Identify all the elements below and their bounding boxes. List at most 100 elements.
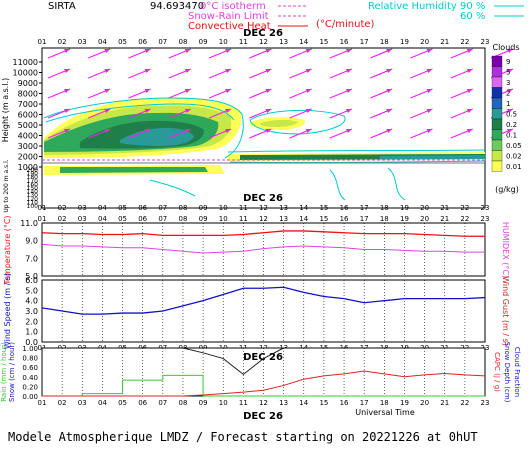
- wind-arrow-head: [104, 69, 111, 73]
- cloud-ytick-lower: 110: [27, 199, 39, 206]
- wind-arrow-head: [225, 69, 232, 73]
- cloud-region-7: [260, 119, 298, 127]
- temp-hour-15: 15: [319, 215, 328, 223]
- temp-hour-22: 22: [460, 215, 469, 223]
- precip-hour-10: 10: [219, 399, 228, 407]
- precip-hour-22: 22: [460, 399, 469, 407]
- cloud-legend-value: 1: [506, 100, 510, 108]
- precip-ytick: 0.00: [22, 393, 38, 401]
- precip-hour-16: 16: [340, 399, 349, 407]
- cloud-bottom-hour-02: 02: [58, 204, 67, 212]
- wind-arrow-head: [184, 109, 191, 113]
- temp-hour-01: 01: [38, 215, 47, 223]
- temp-hour-21: 21: [440, 215, 449, 223]
- cloud-bottom-hour-17: 17: [360, 204, 369, 212]
- cloud-bottom-hour-06: 06: [138, 204, 147, 212]
- wind-arrow-head: [144, 69, 151, 73]
- precip-ytick: 0.40: [22, 374, 38, 382]
- wind-arrow-head: [386, 69, 393, 73]
- snow-rain-legend-label: Snow-Rain Limit: [188, 11, 269, 22]
- wind-arrow-head: [144, 129, 151, 133]
- cloud-legend-value: 9: [506, 58, 510, 66]
- cloud-bottom-hour-03: 03: [78, 204, 87, 212]
- cloud-legend-swatch: [491, 108, 503, 120]
- temp-hour-12: 12: [259, 215, 268, 223]
- wind-arrow-head: [466, 89, 473, 93]
- precip-hour-20: 20: [420, 399, 429, 407]
- cloud-ytick-lower: 150: [27, 185, 39, 192]
- temp-hour-11: 11: [239, 215, 248, 223]
- cloud-top-hour-04: 04: [98, 38, 107, 46]
- wind-arrow-head: [426, 89, 433, 93]
- wind-arrow-head: [225, 49, 232, 53]
- precip-hour-08: 08: [178, 399, 187, 407]
- wind-speed-ylabel: Wind Speed (m / s): [3, 273, 12, 349]
- cloud-top-hour-05: 05: [118, 38, 127, 46]
- wind-ytick: 6.0: [25, 276, 38, 285]
- cloud-bottom-hour-11: 11: [239, 204, 248, 212]
- temp-hour-07: 07: [158, 215, 167, 223]
- wind-arrow-head: [507, 129, 513, 133]
- cloud-region-11: [60, 167, 208, 173]
- cloud-legend-swatch: [491, 76, 503, 88]
- cloud-top-hour-15: 15: [319, 38, 328, 46]
- cloud-date-top: DEC 26: [243, 28, 283, 39]
- cloud-date-bottom: DEC 26: [243, 193, 283, 204]
- cloud-top-hour-09: 09: [199, 38, 208, 46]
- cloud-legend-title: Clouds: [492, 43, 519, 52]
- cloud-bottom-hour-22: 22: [460, 204, 469, 212]
- cloud-legend-value: 0.5: [506, 111, 517, 119]
- wind-arrow-head: [225, 109, 232, 113]
- precip-hour-04: 04: [98, 399, 107, 407]
- temperature-panel-frame: [41, 222, 486, 277]
- wind-arrow-head: [507, 109, 513, 113]
- precip-hour-23: 23: [481, 399, 490, 407]
- wind-ytick: 3.0: [25, 307, 38, 316]
- cloud-ytick-lower: 160: [27, 181, 39, 188]
- cloud-ytick-upper: 6000: [18, 111, 38, 120]
- cloud-top-hour-10: 10: [219, 38, 228, 46]
- wind-arrow-head: [225, 89, 232, 93]
- cloud-ytick-upper: 10000: [13, 69, 38, 78]
- wind-arrow-head: [265, 129, 272, 133]
- precip-hour-15: 15: [319, 399, 328, 407]
- temp-hour-17: 17: [360, 215, 369, 223]
- coords-label: 94.693470: [150, 1, 204, 12]
- convective-legend-label: Convective Heat: [188, 21, 271, 32]
- rh-60-label: 60 %: [460, 11, 485, 22]
- temp-hour-03: 03: [78, 215, 87, 223]
- cloud-top-hour-03: 03: [78, 38, 87, 46]
- cloud-ytick-upper: 2000: [18, 153, 38, 162]
- temp-hour-06: 06: [138, 215, 147, 223]
- wind-arrow-head: [144, 109, 151, 113]
- wind-arrow-head: [104, 109, 111, 113]
- wind-arrow-head: [426, 69, 433, 73]
- precip-hour-02: 02: [58, 399, 67, 407]
- wind-arrow-head: [104, 129, 111, 133]
- wind-arrow-head: [184, 89, 191, 93]
- cloud-ytick-lower: 100: [27, 203, 39, 210]
- site-label: SIRTA: [48, 1, 76, 12]
- precip-hour-18: 18: [380, 399, 389, 407]
- temp-hour-02: 02: [58, 215, 67, 223]
- precip-date-bottom: DEC 26: [243, 411, 283, 422]
- cloud-bottom-hour-15: 15: [319, 204, 328, 212]
- precip-series-rain: [42, 374, 485, 397]
- precip-hour-03: 03: [78, 399, 87, 407]
- cloud-bottom-hour-05: 05: [118, 204, 127, 212]
- cloud-top-hour-22: 22: [460, 38, 469, 46]
- cloud-ytick-lower: 170: [27, 178, 39, 185]
- cloud-legend-swatch: [491, 150, 503, 162]
- cloud-legend-value: 0.05: [506, 142, 522, 150]
- cloud-top-hour-02: 02: [58, 38, 67, 46]
- wind-arrow-head: [305, 69, 312, 73]
- cloud-ytick-lower: 130: [27, 192, 39, 199]
- wind-arrow-head: [305, 129, 312, 133]
- cloud-bottom-hour-12: 12: [259, 204, 268, 212]
- cloud-ytick-lower: 190: [27, 171, 39, 178]
- cloud-ytick-upper: 5000: [18, 121, 38, 130]
- precip-ytick: 1.00: [22, 345, 38, 353]
- cloud-legend-swatch: [491, 129, 503, 141]
- cloud-top-hour-11: 11: [239, 38, 248, 46]
- wind-arrow-head: [345, 49, 352, 53]
